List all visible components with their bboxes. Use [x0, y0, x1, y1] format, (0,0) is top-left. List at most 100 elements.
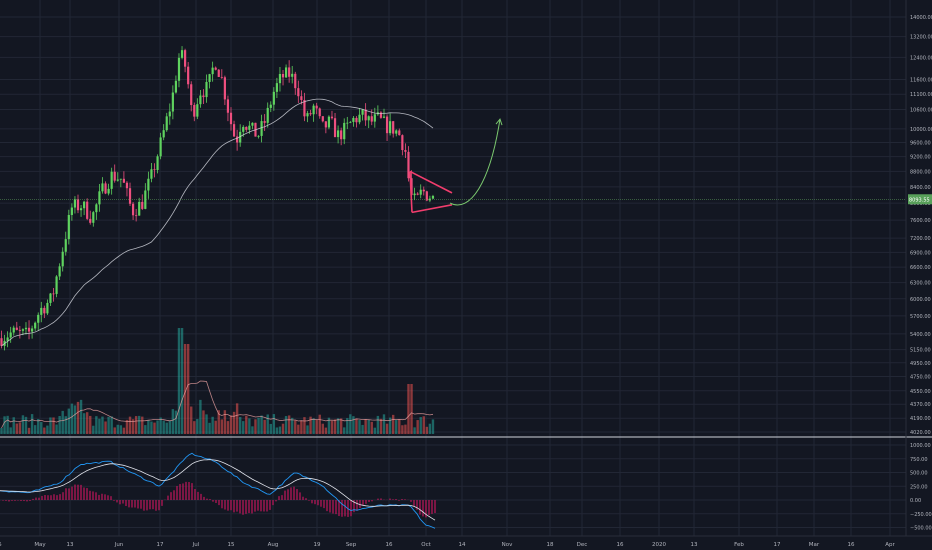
histogram-bar — [335, 500, 337, 515]
histogram-bar — [428, 500, 430, 516]
histogram-bar — [131, 500, 133, 508]
volume-bar — [385, 423, 389, 434]
candle-body — [306, 113, 309, 117]
candle-body — [21, 329, 25, 331]
macd-oscillator — [0, 452, 436, 529]
histogram-bar — [182, 483, 184, 500]
volume-bar — [391, 414, 395, 434]
histogram-bar — [185, 481, 187, 500]
volume-bar — [364, 419, 367, 434]
candle-body — [211, 67, 214, 75]
volume-bar — [183, 344, 187, 434]
histogram-bar — [32, 498, 34, 500]
histogram-bar — [224, 500, 226, 510]
volume-bar — [291, 417, 294, 434]
histogram-bar — [197, 491, 199, 500]
histogram-bar — [218, 500, 220, 506]
histogram-bar — [227, 500, 229, 511]
volume-bar — [92, 425, 95, 434]
volume-bar — [220, 419, 224, 434]
histogram-bar — [278, 496, 280, 500]
histogram-bar — [110, 496, 112, 500]
histogram-bar — [35, 497, 37, 500]
candle-body — [278, 74, 282, 84]
volume-bar — [382, 414, 386, 434]
price-tick-label: 4190.00 — [910, 416, 931, 422]
volume-bar — [260, 415, 263, 434]
volume-bar — [367, 420, 370, 434]
candlesticks[interactable] — [0, 46, 435, 351]
histogram-bar — [116, 500, 118, 503]
time-tick-label: Oct — [421, 542, 431, 548]
histogram-bar — [23, 500, 25, 502]
price-tick-label: 5150.00 — [910, 348, 931, 354]
candle-body — [398, 130, 401, 136]
price-tick-label: 7200.00 — [910, 236, 931, 242]
histogram-bar — [146, 500, 148, 511]
histogram-bar — [167, 495, 169, 500]
histogram-bar — [302, 496, 304, 500]
price-tick-label: 4550.00 — [910, 389, 931, 395]
volume-bar — [64, 416, 67, 434]
candle-body — [272, 91, 275, 105]
volume-bar — [312, 418, 315, 434]
time-tick-label: 13 — [67, 542, 74, 548]
histogram-bar — [320, 500, 322, 507]
volume-bar — [294, 420, 297, 434]
volume-bar — [284, 416, 288, 434]
histogram-bar — [203, 496, 205, 500]
candle-body — [312, 105, 315, 115]
histogram-bar — [14, 500, 16, 501]
time-tick-label: 15 — [228, 542, 235, 548]
histogram-bar — [404, 499, 406, 500]
volume-bar — [33, 425, 37, 434]
volume-bar — [419, 417, 422, 434]
candle-body — [303, 99, 306, 117]
candle-body — [239, 131, 242, 143]
time-axis[interactable]: 5 May 13 Jun 17 Jul 15 Aug 19 Sep 16 Oct 14 Nov 18 Dec 1… — [0, 542, 895, 548]
candle-body — [122, 178, 125, 183]
candle-body — [79, 208, 83, 211]
volume-bar — [324, 427, 328, 434]
candle-body — [89, 218, 92, 223]
candle-body — [61, 251, 64, 267]
histogram-bar — [122, 500, 124, 504]
candle-body — [205, 81, 208, 98]
candle-body — [202, 95, 205, 98]
macd-line — [0, 452, 436, 529]
candle-body — [297, 88, 300, 97]
histogram-bar — [119, 500, 121, 505]
time-tick-label: Apr — [885, 542, 895, 548]
volume-bar — [113, 427, 116, 434]
volume-bar — [266, 414, 269, 434]
projection-arrow-path — [449, 119, 501, 206]
overlay-drawings — [0, 98, 906, 347]
histogram-bar — [392, 499, 394, 500]
candle-body — [67, 214, 70, 240]
candle-body — [49, 293, 52, 303]
candle-body — [389, 121, 392, 134]
price-axis[interactable]: 4020.00 4190.00 4370.00 4550.00 4750.00 4950.… — [908, 15, 932, 532]
candle-body — [226, 99, 230, 113]
volume-bar — [162, 420, 165, 434]
volume-bar — [398, 419, 401, 434]
volume-bar — [297, 424, 300, 434]
volume-bar — [52, 417, 55, 434]
candle-body — [294, 73, 297, 89]
histogram-bar — [296, 489, 298, 500]
volume-bar — [376, 415, 380, 434]
volume-bar — [159, 417, 162, 434]
candle-body — [300, 96, 303, 100]
histogram-bar — [377, 498, 379, 500]
candle-body — [138, 201, 141, 216]
volume-bar — [205, 414, 208, 434]
histogram-bar — [329, 500, 331, 513]
histogram-bar — [233, 500, 235, 513]
volume-bar — [18, 422, 22, 434]
histogram-bar — [338, 500, 340, 517]
volume-bar — [422, 416, 425, 434]
time-tick-label: 16 — [848, 542, 855, 548]
histogram-bar — [101, 493, 103, 500]
time-tick-label: Mar — [809, 542, 820, 548]
